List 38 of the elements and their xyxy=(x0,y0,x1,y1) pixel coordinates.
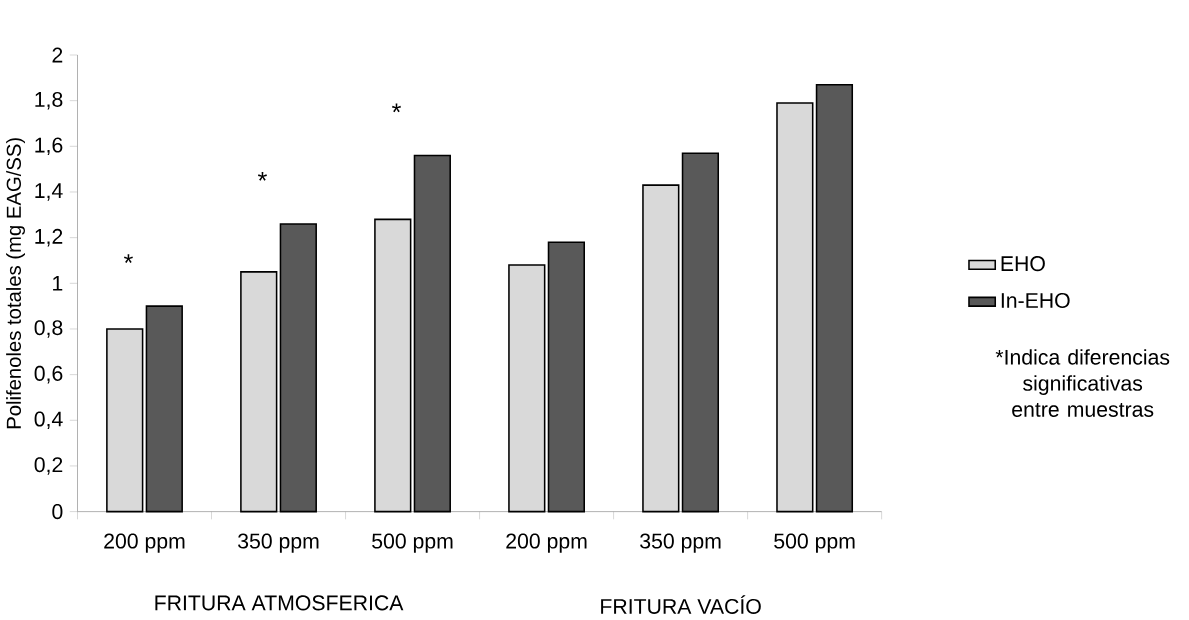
bar xyxy=(413,154,451,513)
x-tick-label: 200 ppm xyxy=(104,533,185,553)
bar xyxy=(145,305,183,513)
text: FRITURA ATMOSFERICA xyxy=(155,595,404,611)
bar xyxy=(681,152,720,513)
x-tick-label: 500 ppm xyxy=(774,533,855,553)
bar xyxy=(642,184,680,513)
y-tick-label: 0 xyxy=(52,504,63,520)
text: FRITURA VACÍO xyxy=(601,595,761,614)
text: *Indica diferencias significativas entre muestras xyxy=(995,349,1170,417)
legend-label: In-EHO xyxy=(1001,292,1070,308)
bar xyxy=(279,223,317,513)
bar xyxy=(815,83,854,513)
annotation: * xyxy=(257,171,267,181)
bar xyxy=(547,241,585,513)
bar xyxy=(106,328,144,513)
x-tick-label: 500 ppm xyxy=(372,533,453,553)
legend-label: EHO xyxy=(1001,256,1045,272)
bar xyxy=(374,218,412,513)
y-tick-label: 0,8 xyxy=(34,320,63,338)
y-tick-label: 2 xyxy=(52,47,63,63)
y-tick-label: 1 xyxy=(53,275,63,291)
x-tick-label: 350 ppm xyxy=(640,533,721,553)
bar xyxy=(776,102,814,513)
annotation: * xyxy=(391,103,401,113)
x-tick-label: 350 ppm xyxy=(238,533,319,553)
y-tick-label: 1,8 xyxy=(35,91,63,110)
y-tick-label: 0,6 xyxy=(34,365,63,384)
y-axis-title: Polifenoles totales (mg EAG/SS) xyxy=(6,138,25,429)
y-tick-label: 1,2 xyxy=(35,228,63,247)
bar xyxy=(240,271,278,513)
bar xyxy=(508,264,546,513)
y-tick-label: 0,4 xyxy=(34,411,63,430)
y-tick-label: 0,2 xyxy=(34,457,63,475)
y-tick-label: 1,4 xyxy=(35,183,63,201)
y-tick-label: 1,6 xyxy=(35,137,63,156)
x-tick-label: 200 ppm xyxy=(506,533,587,553)
annotation: * xyxy=(123,254,133,263)
